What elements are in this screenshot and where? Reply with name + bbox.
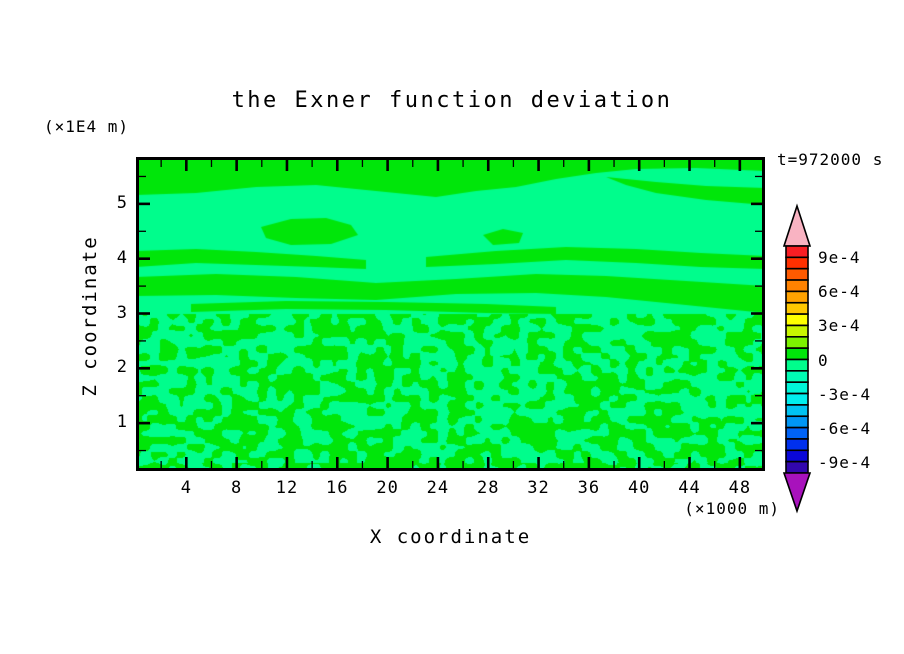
plot-title: the Exner function deviation bbox=[231, 88, 673, 113]
colorbar-segment bbox=[785, 324, 809, 338]
x-axis-label: X coordinate bbox=[369, 526, 532, 548]
colorbar-segment bbox=[785, 426, 809, 440]
y-axis-unit-label: (×1E4 m) bbox=[44, 117, 130, 136]
colorbar-under-arrow bbox=[782, 472, 812, 514]
y-tick-label: 3 bbox=[116, 302, 128, 323]
colorbar-segment bbox=[785, 460, 809, 474]
colorbar-segment bbox=[785, 290, 809, 304]
x-tick-label: 24 bbox=[426, 478, 450, 498]
colorbar-segment bbox=[785, 313, 809, 327]
colorbar-tick-label: 3e-4 bbox=[818, 316, 861, 336]
colorbar-tick-label: 6e-4 bbox=[818, 282, 861, 302]
x-tick-label: 12 bbox=[275, 478, 299, 498]
x-tick-label: 40 bbox=[627, 478, 651, 498]
time-label: t=972000 s bbox=[777, 150, 884, 169]
colorbar-tick-label: -9e-4 bbox=[818, 452, 872, 472]
colorbar-segment bbox=[785, 392, 809, 406]
x-tick-label: 28 bbox=[476, 478, 500, 498]
colorbar-segment bbox=[785, 438, 809, 452]
contour-plot-canvas bbox=[136, 157, 765, 471]
colorbar-segment bbox=[785, 449, 809, 463]
y-tick-label: 2 bbox=[116, 357, 128, 378]
colorbar bbox=[782, 203, 812, 514]
x-tick-label: 36 bbox=[577, 478, 601, 498]
colorbar-segment bbox=[785, 256, 809, 270]
y-tick-label: 4 bbox=[116, 247, 128, 268]
colorbar-over-arrow bbox=[782, 203, 812, 247]
colorbar-tick-label: -3e-4 bbox=[818, 384, 872, 404]
colorbar-segment bbox=[785, 415, 809, 429]
colorbar-tick-label: 9e-4 bbox=[818, 248, 861, 268]
colorbar-segment bbox=[785, 279, 809, 293]
x-tick-label: 32 bbox=[527, 478, 550, 498]
x-tick-label: 44 bbox=[678, 478, 701, 498]
colorbar-segment bbox=[785, 381, 809, 395]
x-axis-unit-label: (×1000 m) bbox=[684, 499, 780, 518]
y-tick-label: 1 bbox=[116, 412, 128, 433]
colorbar-segment bbox=[785, 301, 809, 315]
x-tick-label: 20 bbox=[376, 478, 399, 498]
colorbar-segment bbox=[785, 358, 809, 372]
colorbar-segment bbox=[785, 245, 809, 259]
x-tick-label: 4 bbox=[180, 478, 192, 498]
colorbar-segment bbox=[785, 370, 809, 384]
x-tick-label: 16 bbox=[326, 478, 349, 498]
colorbar-segment bbox=[785, 404, 809, 418]
y-tick-label: 5 bbox=[116, 192, 128, 213]
colorbar-tick-label: -6e-4 bbox=[818, 418, 872, 438]
colorbar-segment bbox=[785, 267, 809, 281]
x-tick-label: 48 bbox=[728, 478, 752, 498]
colorbar-tick-label: 0 bbox=[818, 350, 829, 370]
colorbar-segment bbox=[785, 336, 809, 349]
x-tick-label: 8 bbox=[231, 478, 243, 498]
colorbar-segment bbox=[785, 347, 809, 361]
